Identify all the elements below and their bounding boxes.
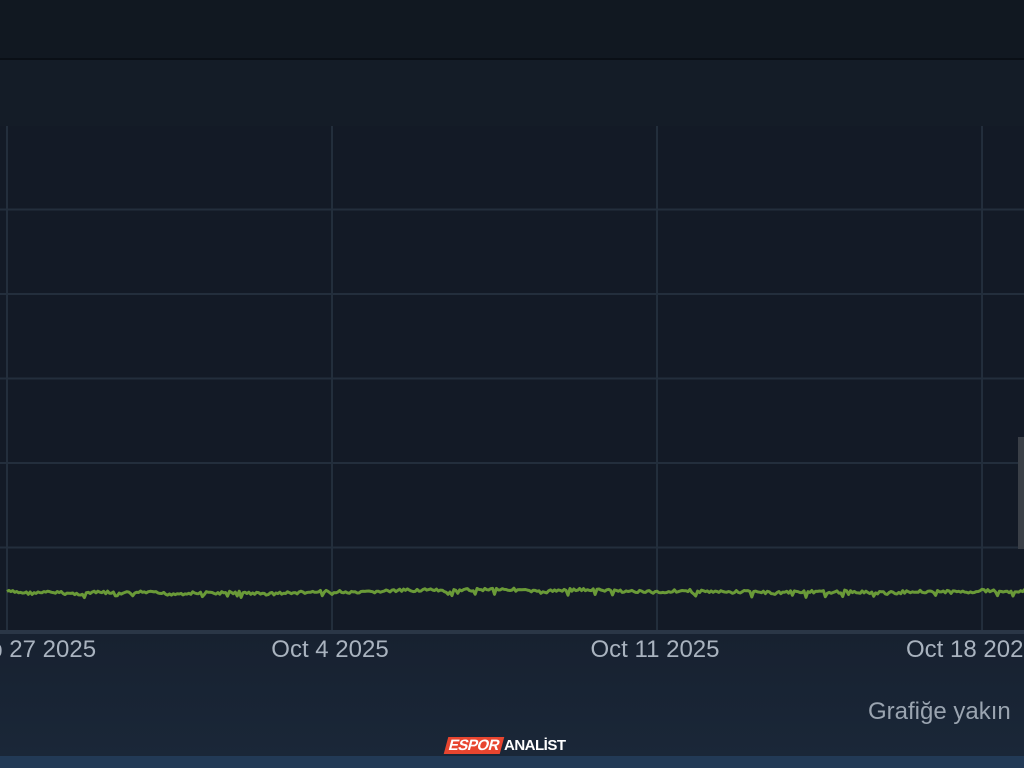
zoom-hint-text: Grafiğe yakın xyxy=(868,698,1011,725)
plot-background xyxy=(0,126,1024,634)
chart-footer xyxy=(0,634,1024,756)
logo-part2: ANALİST xyxy=(504,736,566,754)
side-tab-handle[interactable] xyxy=(1018,437,1024,549)
x-tick-label: Oct 4 2025 xyxy=(271,636,389,663)
series-line xyxy=(6,586,1024,600)
header-band xyxy=(0,60,1024,126)
x-tick-label: Sep 27 2025 xyxy=(0,636,97,663)
x-tick-label: Oct 18 2025 xyxy=(906,636,1024,663)
footer-bar xyxy=(0,756,1024,768)
chart-plot[interactable] xyxy=(0,126,1024,634)
top-bar xyxy=(0,0,1024,58)
watermark-logo: ESPOR ANALİST xyxy=(443,736,566,754)
logo-part1: ESPOR xyxy=(443,736,505,754)
divider xyxy=(0,58,1024,60)
x-tick-label: Oct 11 2025 xyxy=(590,636,720,663)
